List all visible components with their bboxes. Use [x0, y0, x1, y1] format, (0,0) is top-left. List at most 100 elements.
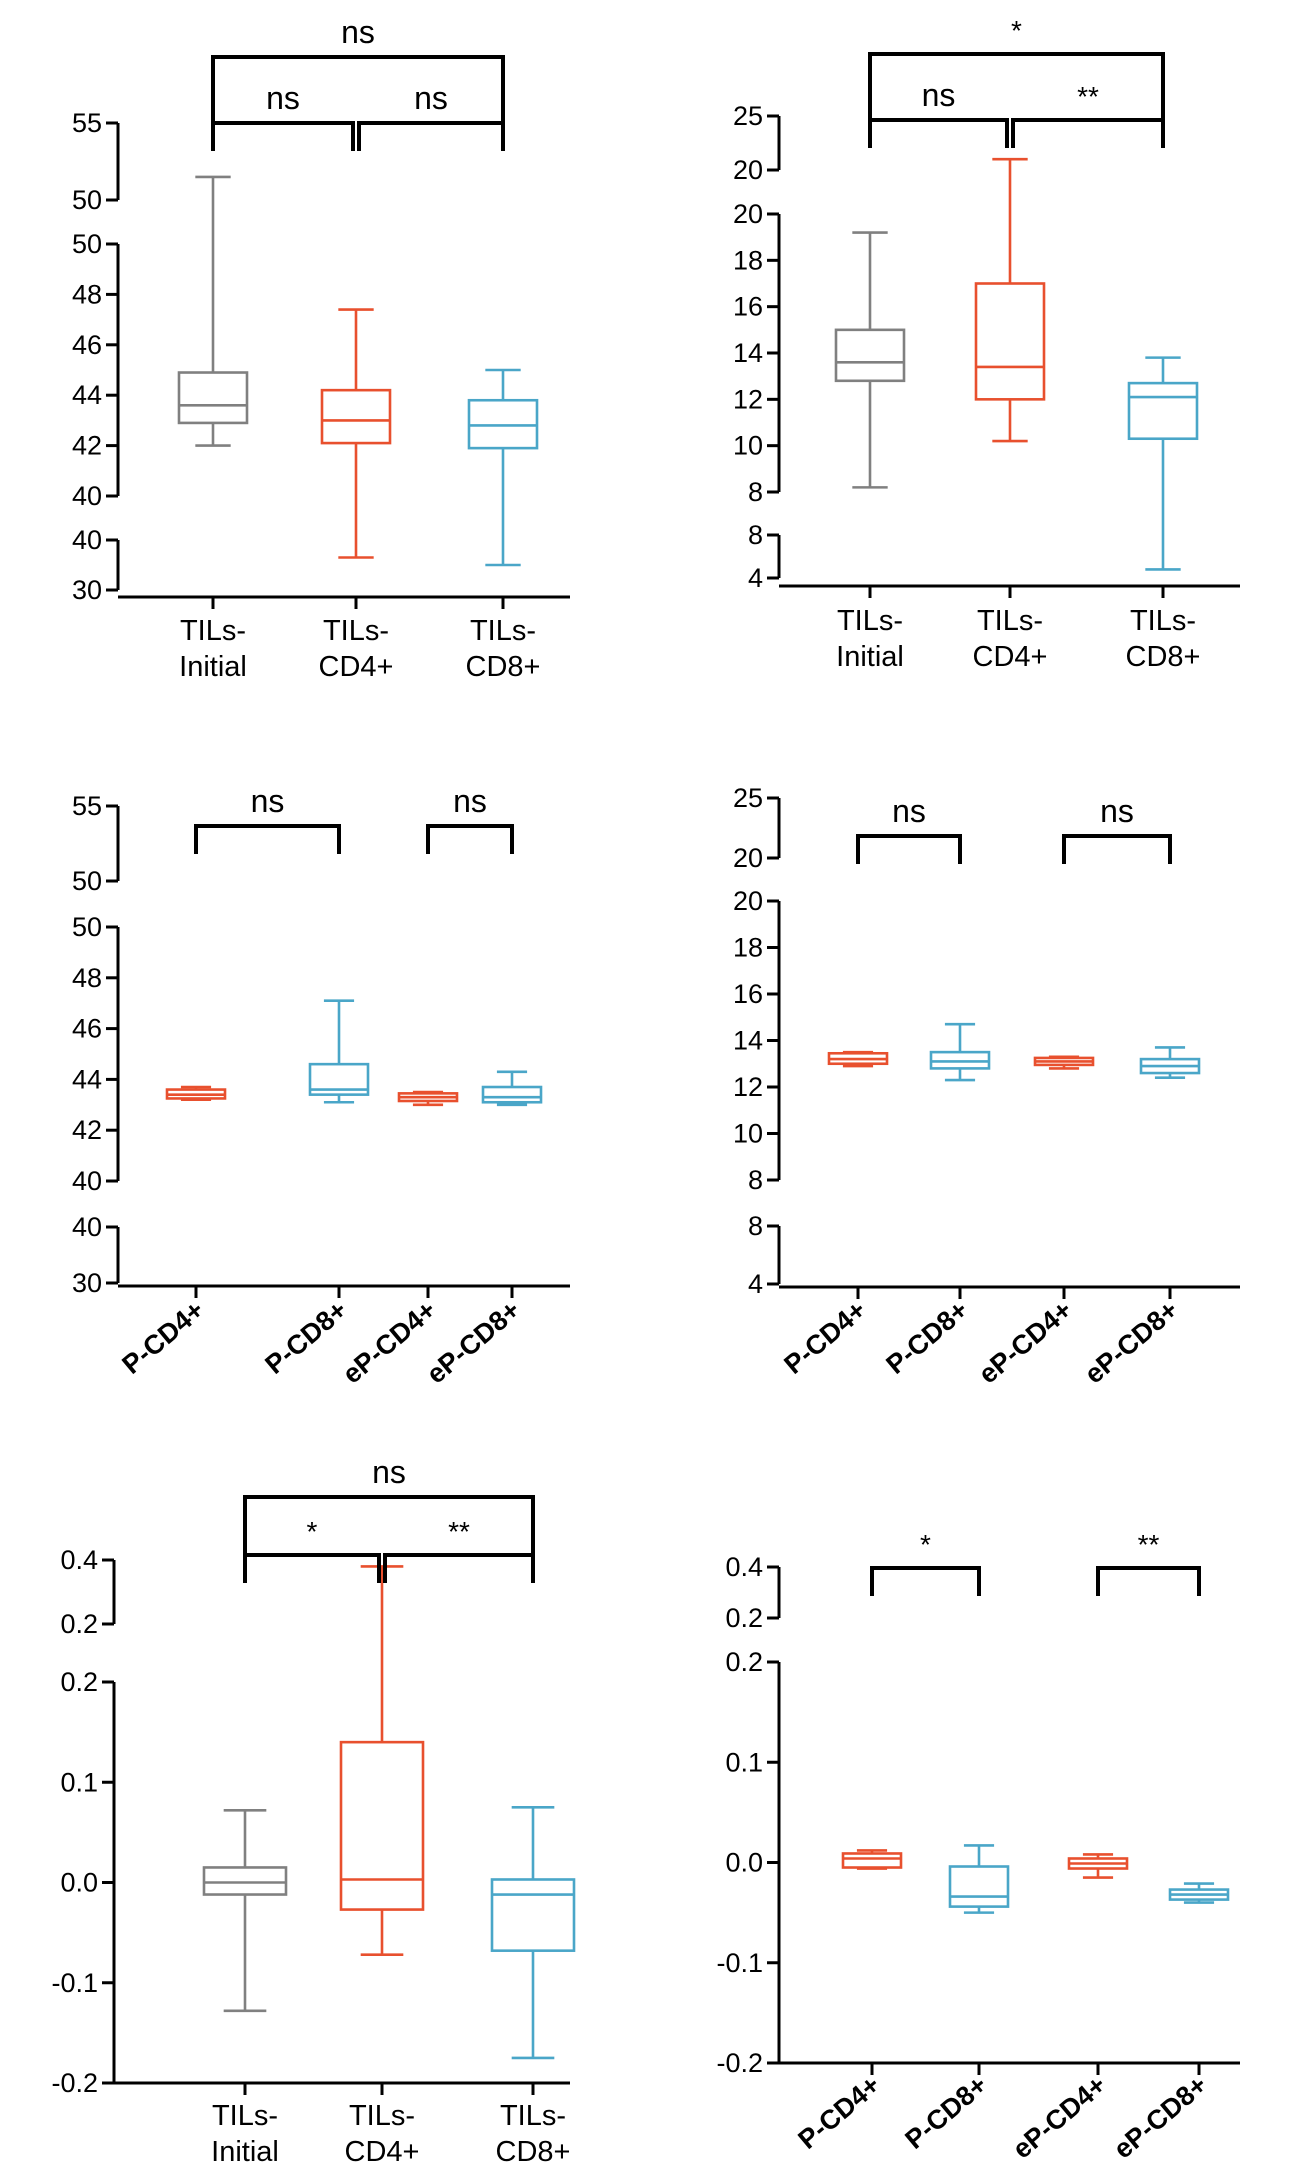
box-iqr [308, 1062, 370, 1096]
box-cd4 [841, 1849, 903, 1870]
panel-b: 4 8 8 10 12 14 16 18 20 20 25 TILs- Initial TILs- CD4+… [733, 15, 1240, 673]
significance-label: ns [372, 1454, 406, 1490]
significance-label: ** [448, 1516, 470, 1547]
x-tick-label: TILs- Initial [211, 2100, 279, 2168]
x-tick-label: eP-CD8+ [1108, 2070, 1213, 2165]
y-tick-label: 42 [72, 431, 102, 461]
box-cd8 [948, 1844, 1010, 1914]
x-tick-label-line: CD4+ [319, 651, 394, 683]
significance-label: ns [453, 783, 487, 819]
box-cd8 [1168, 1882, 1230, 1904]
significance-bracket [1011, 118, 1165, 148]
box-iqr [834, 328, 906, 383]
box-iqr [320, 388, 392, 445]
box-cd8 [1127, 356, 1199, 571]
y-tick-label: -0.2 [51, 2068, 98, 2098]
box-iqr [177, 371, 249, 425]
box-initial [177, 175, 249, 447]
significance-bracket [211, 55, 505, 121]
significance-bracket [870, 1566, 981, 1596]
x-tick-label-line: TILs- [977, 605, 1043, 637]
x-tick-label-line: Initial [179, 651, 247, 683]
y-tick-label: 50 [72, 912, 102, 942]
y-tick-label: 12 [733, 1072, 763, 1102]
y-tick-label: 0.2 [725, 1603, 763, 1633]
x-tick-label: TILs- CD8+ [466, 615, 541, 683]
x-tick-label-line: TILs- [837, 605, 903, 637]
x-tick-label-line: TILs- [470, 615, 536, 647]
y-tick-label: 55 [72, 108, 102, 138]
y-tick-label: 44 [72, 380, 102, 410]
significance-bracket [194, 824, 341, 854]
box-cd4 [320, 308, 392, 559]
significance-bracket [243, 1553, 381, 1583]
y-tick-label: 8 [748, 520, 763, 550]
significance-bracket [868, 52, 1165, 118]
box-cd4 [165, 1085, 227, 1102]
y-tick-label: 20 [733, 886, 763, 916]
box-cd8 [1139, 1046, 1201, 1079]
x-tick-label-line: Initial [836, 641, 904, 673]
significance-bracket [357, 121, 505, 151]
box-initial [834, 231, 906, 489]
box-cd8 [308, 999, 370, 1104]
y-tick-label: 0.0 [725, 1848, 763, 1878]
y-tick-label: 50 [72, 229, 102, 259]
significance-label: ns [251, 783, 285, 819]
x-tick-label-line: Initial [211, 2136, 279, 2168]
box-initial [202, 1809, 288, 2013]
box-iqr [490, 1878, 576, 1952]
significance-label: ns [341, 14, 375, 50]
y-tick-label: 20 [733, 199, 763, 229]
y-tick-label: 20 [733, 155, 763, 185]
significance-bracket [426, 824, 514, 854]
y-tick-label: -0.2 [716, 2048, 763, 2078]
y-tick-label: 0.4 [60, 1545, 98, 1575]
y-tick-label: -0.1 [51, 1968, 98, 1998]
x-tick-label: TILs- CD8+ [496, 2100, 571, 2168]
box-cd4 [1067, 1853, 1129, 1879]
significance-label: * [1011, 15, 1022, 46]
y-tick-label: 14 [733, 1026, 763, 1056]
x-tick-label: TILs- CD4+ [319, 615, 394, 683]
y-tick-label: 0.1 [725, 1747, 763, 1777]
x-tick-label: P-CD8+ [899, 2070, 992, 2155]
panel-a: 30 40 40 42 44 46 48 50 50 55 TILs- Initial TILs- CD4… [72, 14, 570, 683]
significance-bracket [868, 118, 1009, 148]
y-tick-label: 40 [72, 1166, 102, 1196]
x-tick-label: eP-CD8+ [1079, 1295, 1184, 1390]
y-tick-label: 40 [72, 525, 102, 555]
x-tick-label: eP-CD4+ [337, 1295, 442, 1390]
y-tick-label: 18 [733, 933, 763, 963]
box-cd4 [339, 1565, 425, 1956]
box-iqr [339, 1740, 425, 1911]
y-tick-label: 12 [733, 384, 763, 414]
y-tick-label: 4 [748, 1269, 763, 1299]
x-tick-label-line: CD4+ [973, 641, 1048, 673]
x-tick-label: TILs- CD4+ [345, 2100, 420, 2168]
y-tick-label: 0.4 [725, 1552, 763, 1582]
y-tick-label: -0.1 [716, 1948, 763, 1978]
x-tick-label-line: TILs- [180, 615, 246, 647]
x-tick-label-line: TILs- [1130, 605, 1196, 637]
box-cd4 [974, 157, 1046, 443]
y-tick-label: 50 [72, 866, 102, 896]
x-tick-label: eP-CD4+ [973, 1295, 1078, 1390]
x-tick-label-line: TILs- [212, 2100, 278, 2132]
box-iqr [1127, 381, 1199, 441]
significance-bracket [856, 834, 962, 864]
panel-f: -0.2-0.10.00.10.20.20.4P-CD4+ P-CD8+ eP-CD… [716, 1529, 1240, 2164]
box-iqr [974, 282, 1046, 401]
x-tick-label-line: TILs- [349, 2100, 415, 2132]
x-tick-label-line: CD4+ [345, 2136, 420, 2168]
x-tick-label: TILs- CD8+ [1126, 605, 1201, 673]
x-tick-label: TILs- Initial [179, 615, 247, 683]
box-iqr [202, 1866, 288, 1896]
x-tick-label: TILs- Initial [836, 605, 904, 673]
box-cd4 [1033, 1055, 1095, 1070]
x-tick-label-line: TILs- [323, 615, 389, 647]
x-tick-label: P-CD4+ [778, 1295, 871, 1380]
y-tick-label: 30 [72, 1268, 102, 1298]
significance-label: ** [1077, 81, 1099, 112]
